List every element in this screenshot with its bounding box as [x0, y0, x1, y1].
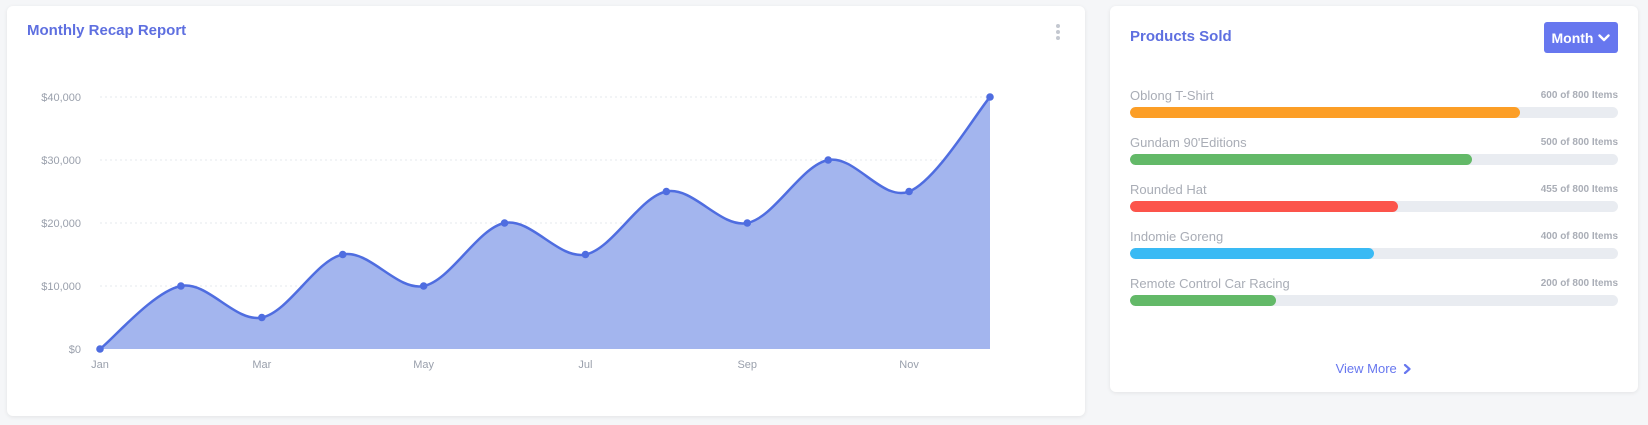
monthly-recap-card: Monthly Recap Report $0 $10,000 $20,000 $30…	[7, 6, 1085, 416]
product-name: Indomie Goreng	[1130, 229, 1224, 244]
x-tick-label: Jul	[578, 359, 592, 371]
data-point	[743, 219, 752, 227]
product-count: 400 of 800 Items	[1540, 231, 1618, 242]
view-more-label: View More	[1335, 361, 1397, 376]
product-count: 455 of 800 Items	[1540, 184, 1618, 195]
view-more-link[interactable]: View More	[1110, 360, 1638, 376]
progress-fill	[1130, 154, 1472, 165]
data-point	[500, 219, 509, 227]
series-line	[99, 96, 991, 350]
products-title: Products Sold	[1130, 28, 1232, 45]
chevron-down-icon	[1598, 33, 1611, 41]
progress-track	[1130, 201, 1618, 212]
recap-title: Monthly Recap Report	[27, 22, 187, 39]
data-point	[338, 250, 347, 259]
product-name: Remote Control Car Racing	[1130, 276, 1290, 291]
products-sold-card: Products Sold Month Oblong T-Shirt 600 o…	[1110, 6, 1638, 392]
y-tick-label: $10,000	[41, 281, 81, 293]
x-tick-label: Sep	[737, 359, 757, 371]
product-name: Rounded Hat	[1130, 182, 1207, 197]
data-point	[824, 156, 832, 164]
data-point	[581, 250, 590, 259]
data-point	[177, 282, 185, 290]
y-tick-label: $30,000	[41, 155, 81, 167]
progress-track	[1130, 107, 1618, 118]
y-tick-label: $0	[69, 344, 81, 356]
progress-fill	[1130, 295, 1277, 306]
list-item: Remote Control Car Racing 200 of 800 Ite…	[1130, 276, 1618, 323]
progress-track	[1130, 248, 1618, 259]
progress-fill	[1130, 248, 1374, 259]
progress-track	[1130, 154, 1618, 165]
product-name: Oblong T-Shirt	[1130, 88, 1214, 103]
area-fill	[100, 97, 990, 349]
monthly-recap-chart: $0 $10,000 $20,000 $30,000 $40,000 Jan Mar May J…	[41, 92, 994, 371]
data-point	[419, 282, 428, 290]
data-point	[662, 187, 671, 196]
progress-fill	[1130, 201, 1399, 212]
data-point	[986, 93, 994, 101]
x-tick-label: Nov	[899, 359, 919, 371]
list-item: Oblong T-Shirt 600 of 800 Items	[1130, 88, 1618, 135]
data-point	[258, 313, 266, 322]
kebab-menu-icon[interactable]	[1055, 24, 1061, 40]
period-button-label: Month	[1551, 29, 1594, 46]
y-tick-label: $40,000	[41, 92, 81, 104]
data-point	[96, 345, 104, 353]
x-tick-label: Mar	[252, 359, 271, 371]
y-tick-label: $20,000	[41, 218, 81, 230]
progress-track	[1130, 295, 1618, 306]
chevron-right-icon	[1404, 363, 1412, 374]
progress-fill	[1130, 107, 1521, 118]
product-count: 600 of 800 Items	[1540, 90, 1618, 101]
product-name: Gundam 90'Editions	[1130, 135, 1247, 150]
product-count: 500 of 800 Items	[1540, 137, 1618, 148]
products-list: Oblong T-Shirt 600 of 800 Items Gundam 9…	[1130, 88, 1618, 323]
period-dropdown-button[interactable]: Month	[1544, 22, 1618, 53]
x-tick-label: Jan	[91, 359, 109, 371]
data-point	[905, 187, 913, 196]
list-item: Gundam 90'Editions 500 of 800 Items	[1130, 135, 1618, 182]
list-item: Indomie Goreng 400 of 800 Items	[1130, 229, 1618, 276]
x-tick-label: May	[413, 359, 434, 371]
product-count: 200 of 800 Items	[1540, 278, 1618, 289]
list-item: Rounded Hat 455 of 800 Items	[1130, 182, 1618, 229]
